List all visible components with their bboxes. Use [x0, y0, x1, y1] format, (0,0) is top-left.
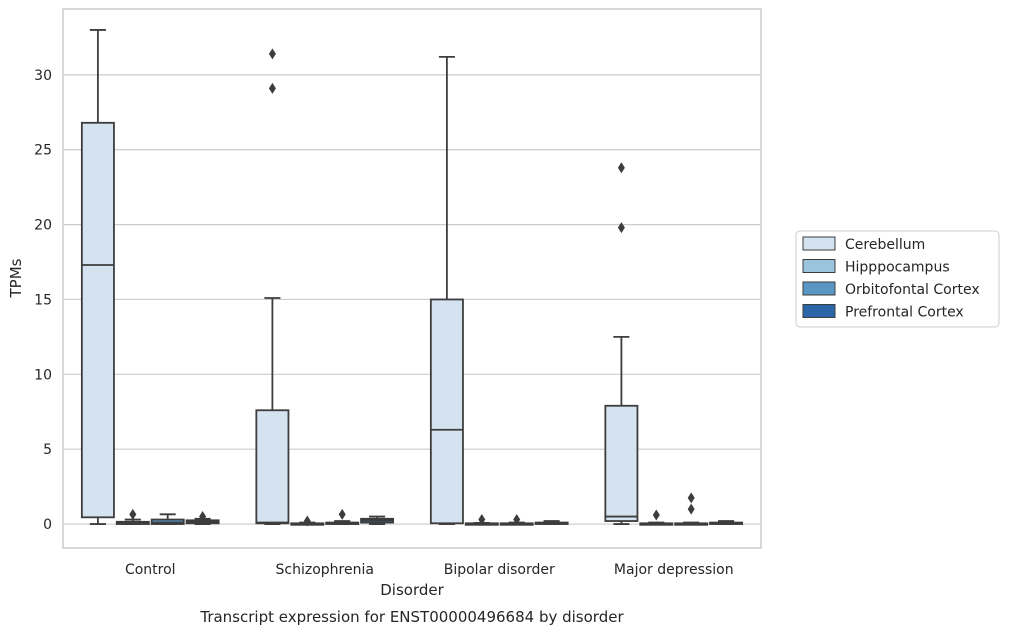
- outlier-point: [617, 162, 625, 174]
- box-body: [255, 409, 290, 525]
- y-tick-labels: 0 5 10 15 20 25 30: [34, 68, 52, 533]
- x-tick-labels: Control Schizophrenia Bipolar disorder Majo…: [125, 562, 734, 578]
- box-orbitofontal-cortex: [499, 514, 534, 526]
- outlier-point: [617, 222, 625, 234]
- outlier-point: [513, 514, 521, 526]
- box-prefrontal-cortex: [360, 515, 395, 525]
- legend-frame: [795, 230, 1000, 328]
- box-orbitofontal-cortex: [150, 513, 185, 525]
- legend-label: Cerebellum: [845, 237, 925, 253]
- outlier-point: [129, 508, 137, 520]
- y-tick-label: 10: [34, 367, 52, 383]
- outlier-point: [303, 515, 311, 527]
- legend-label: Orbitofontal Cortex: [845, 282, 980, 298]
- legend: Cerebellum Hipppocampus Orbitofontal Corte…: [795, 230, 1000, 328]
- x-tick-label: Schizophrenia: [276, 562, 374, 578]
- legend-swatch: [802, 236, 836, 251]
- x-axis-label: Disorder: [380, 581, 444, 599]
- box-body: [604, 404, 639, 522]
- outlier-point: [268, 82, 276, 94]
- box-cerebellum: [429, 56, 464, 525]
- legend-items: Cerebellum Hipppocampus Orbitofontal Corte…: [802, 236, 980, 321]
- y-tick-label: 0: [43, 517, 52, 533]
- y-tick-label: 5: [43, 442, 52, 458]
- box-hipppocampus: [290, 515, 325, 527]
- box-hipppocampus: [464, 514, 499, 526]
- y-tick-label: 15: [34, 292, 52, 308]
- legend-label: Prefrontal Cortex: [845, 305, 964, 321]
- outlier-point: [652, 509, 660, 521]
- x-tick-label: Major depression: [614, 562, 734, 578]
- box-hipppocampus: [639, 509, 674, 526]
- box-orbitofontal-cortex: [674, 492, 709, 526]
- y-axis-label: TPMs: [7, 258, 25, 298]
- boxes: [80, 29, 744, 527]
- box-body: [80, 121, 115, 519]
- outlier-point: [687, 503, 695, 515]
- legend-label: Hipppocampus: [845, 260, 950, 276]
- box-body: [429, 298, 464, 525]
- box-prefrontal-cortex: [534, 520, 569, 525]
- box-hipppocampus: [115, 508, 150, 525]
- y-tick-label: 30: [34, 68, 52, 84]
- box-orbitofontal-cortex: [325, 508, 360, 525]
- legend-swatch: [802, 304, 836, 318]
- box-cerebellum: [255, 48, 290, 525]
- plot-area-frame: [62, 8, 762, 549]
- box-prefrontal-cortex: [185, 511, 220, 525]
- chart-caption: Transcript expression for ENST0000049668…: [199, 608, 624, 626]
- box-cerebellum: [80, 29, 115, 525]
- x-tick-label: Bipolar disorder: [444, 562, 555, 578]
- outlier-point: [478, 514, 486, 526]
- y-tick-label: 20: [34, 218, 52, 234]
- outlier-point: [199, 511, 207, 523]
- legend-swatch: [802, 259, 836, 273]
- gridlines: [63, 74, 761, 525]
- outlier-point: [687, 492, 695, 504]
- legend-swatch: [802, 281, 836, 296]
- x-tick-label: Control: [125, 562, 176, 578]
- box-prefrontal-cortex: [709, 520, 744, 525]
- box-cerebellum: [604, 162, 639, 525]
- y-tick-label: 25: [34, 143, 52, 159]
- outlier-point: [268, 48, 276, 60]
- outlier-point: [338, 508, 346, 520]
